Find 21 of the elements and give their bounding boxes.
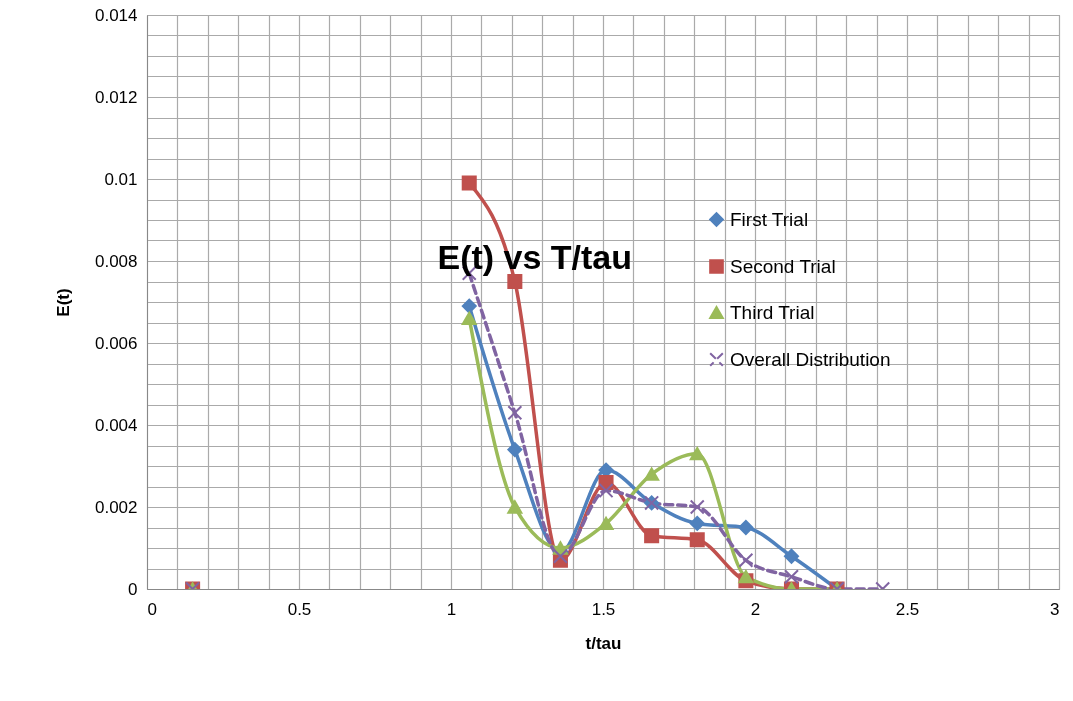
y-tick-label: 0.008 [94,251,138,271]
y-tick-label: 0 [128,579,138,599]
x-tick-label: 0 [147,599,157,619]
y-tick-label: 0.004 [94,415,138,435]
x-axis-title: t/tau [585,633,622,653]
y-tick-label: 0.012 [94,87,138,107]
y-tick-label: 0.014 [94,5,138,25]
y-tick-label: 0.006 [94,333,138,353]
x-tick-label: 1 [446,599,457,619]
legend-label: First Trial [730,208,809,230]
x-tick-label: 0.5 [287,599,312,619]
x-tick-label: 1.5 [591,599,616,619]
x-tick-label: 2 [750,599,761,619]
x-tick-label: 2.5 [895,599,920,619]
legend-label: Overall Distribution [730,348,891,370]
y-axis-title: E(t) [53,288,73,317]
legend-label: Third Trial [730,301,815,323]
legend-label: Second Trial [730,255,836,277]
y-tick-label: 0.002 [94,497,138,517]
y-tick-label: 0.01 [104,169,138,189]
x-tick-label: 3 [1050,599,1060,619]
